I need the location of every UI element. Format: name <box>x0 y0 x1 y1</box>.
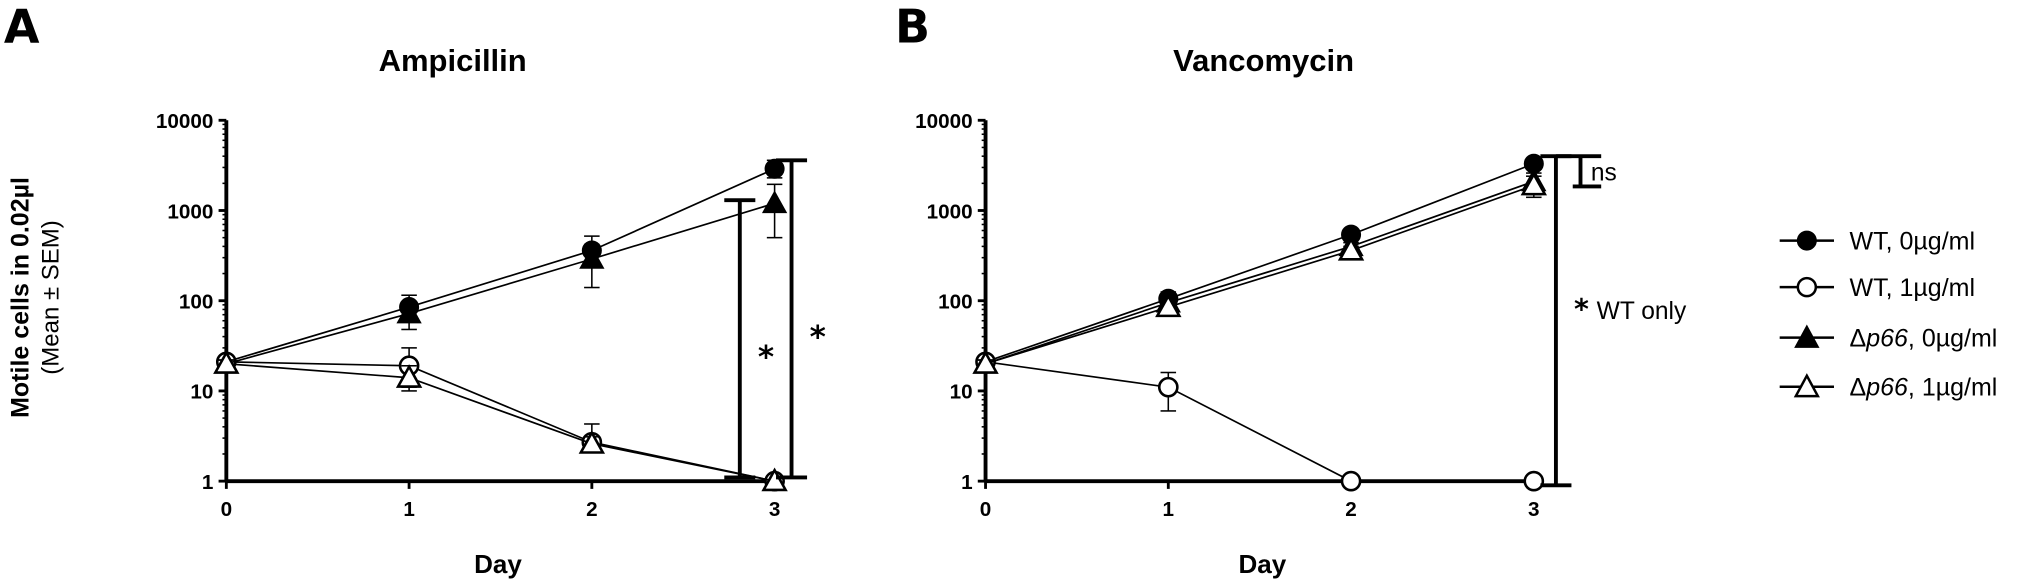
data-point-open-circle <box>1157 376 1179 398</box>
panel-b-y-tick-label: 1000 <box>927 200 973 223</box>
series-line <box>985 184 1535 365</box>
panel-a-axes <box>224 120 777 484</box>
legend-item-p66-0: Δp66, 0µg/ml <box>1779 324 1998 353</box>
data-point-open-triangle <box>1155 293 1182 318</box>
data-point-open-circle <box>1523 470 1545 492</box>
panel-letter-a: A <box>4 0 40 54</box>
panel-b-axes <box>983 120 1542 484</box>
legend-label: Δp66, 1µg/ml <box>1850 374 1998 402</box>
series-line <box>226 361 775 482</box>
series-line <box>226 168 775 363</box>
legend-marker-filled-triangle <box>1794 324 1820 348</box>
panel-b-y-tick-label: 100 <box>938 290 973 313</box>
series-line <box>226 362 775 482</box>
panel-b-x-tick-label: 3 <box>1528 498 1540 521</box>
panel-a-x-axis-label: Day <box>474 549 522 579</box>
data-point-filled-triangle <box>579 246 605 269</box>
panel-b-x-tick-label: 0 <box>980 498 992 521</box>
panel-a-y-tick-label: 10 <box>190 381 213 404</box>
panel-b-x-axis-label: Day <box>1238 549 1286 579</box>
panel-b-series-1 <box>975 351 1545 492</box>
data-point-filled-triangle <box>761 190 788 214</box>
legend-marker-filled-circle <box>1796 230 1817 251</box>
y-axis-title: Motile cells in 0.02µl (Mean ± SEM) <box>6 177 64 418</box>
panel-b-y-tick-label: 10000 <box>915 110 973 133</box>
panel-b-x-tick-label: 1 <box>1163 498 1175 521</box>
panel-b-series-3 <box>972 171 1547 374</box>
chart-title-ampicillin: Ampicillin <box>379 43 527 78</box>
data-point-open-triangle <box>761 467 788 492</box>
panel-b-y-tick-label: 10 <box>950 381 973 404</box>
panel-a-series-0 <box>216 158 785 372</box>
data-point-open-circle <box>1340 470 1362 492</box>
chart-title-vancomycin: Vancomycin <box>1173 43 1354 78</box>
data-point-filled-circle <box>764 158 785 179</box>
panel-b-y-tick-label: 1 <box>961 471 973 494</box>
y-axis-title-line2: (Mean ± SEM) <box>37 220 64 375</box>
series-line <box>985 180 1535 365</box>
legend-item-wt-0: WT, 0µg/ml <box>1779 228 1976 256</box>
significance-label: * <box>758 339 774 375</box>
panel-letter-b: B <box>895 0 930 54</box>
data-point-open-triangle <box>1520 171 1547 196</box>
legend-item-wt-1: WT, 1µg/ml <box>1779 274 1976 302</box>
legend-item-p66-1: Δp66, 1µg/ml <box>1779 373 1998 402</box>
y-axis-title-line1: Motile cells in 0.02µl <box>6 177 34 418</box>
panel-a-x-tick-label: 1 <box>403 498 415 521</box>
data-point-filled-triangle <box>396 300 422 324</box>
legend-label: WT, 1µg/ml <box>1850 274 1976 302</box>
series-line <box>226 202 775 365</box>
panel-a-y-tick-label: 100 <box>179 290 214 313</box>
significance-label: * WT only <box>1574 293 1687 326</box>
data-point-open-triangle <box>213 350 240 374</box>
panel-a-y-tick-label: 1000 <box>167 200 213 223</box>
panel-a-x-tick-label: 2 <box>586 498 598 521</box>
panel-a-x-tick-label: 3 <box>769 498 781 521</box>
series-line <box>985 361 1534 482</box>
data-point-open-triangle <box>578 430 606 454</box>
legend: WT, 0µg/ml WT, 1µg/ml Δp66, 0µg/ml Δp66,… <box>1779 228 1998 402</box>
legend-label: WT, 0µg/ml <box>1850 228 1976 256</box>
significance-label: ns <box>1591 159 1617 186</box>
panel-a-y-tick-label: 1 <box>202 471 214 494</box>
data-point-open-triangle <box>972 350 999 374</box>
panel-b-x-tick-label: 2 <box>1345 498 1357 521</box>
panel-a-series-3 <box>213 350 788 492</box>
panel-a-significance-bracket: * <box>724 198 774 480</box>
panel-a-significance-bracket: * <box>776 158 826 480</box>
series-line <box>985 162 1535 363</box>
panel-b-significance-bracket: * WT only <box>1540 154 1687 488</box>
panel-a-y-tick-label: 10000 <box>156 110 214 133</box>
panel-a-x-tick-label: 0 <box>221 498 233 521</box>
data-point-open-triangle <box>1337 236 1365 261</box>
legend-marker-open-triangle <box>1793 373 1820 398</box>
panel-b-series-2 <box>972 168 1547 374</box>
panel-b-significance-bracket: ns <box>1555 154 1617 189</box>
significance-label: * <box>810 319 826 355</box>
data-point-open-triangle <box>395 364 423 388</box>
legend-label: Δp66, 0µg/ml <box>1850 325 1998 353</box>
legend-marker-open-circle <box>1796 276 1818 298</box>
